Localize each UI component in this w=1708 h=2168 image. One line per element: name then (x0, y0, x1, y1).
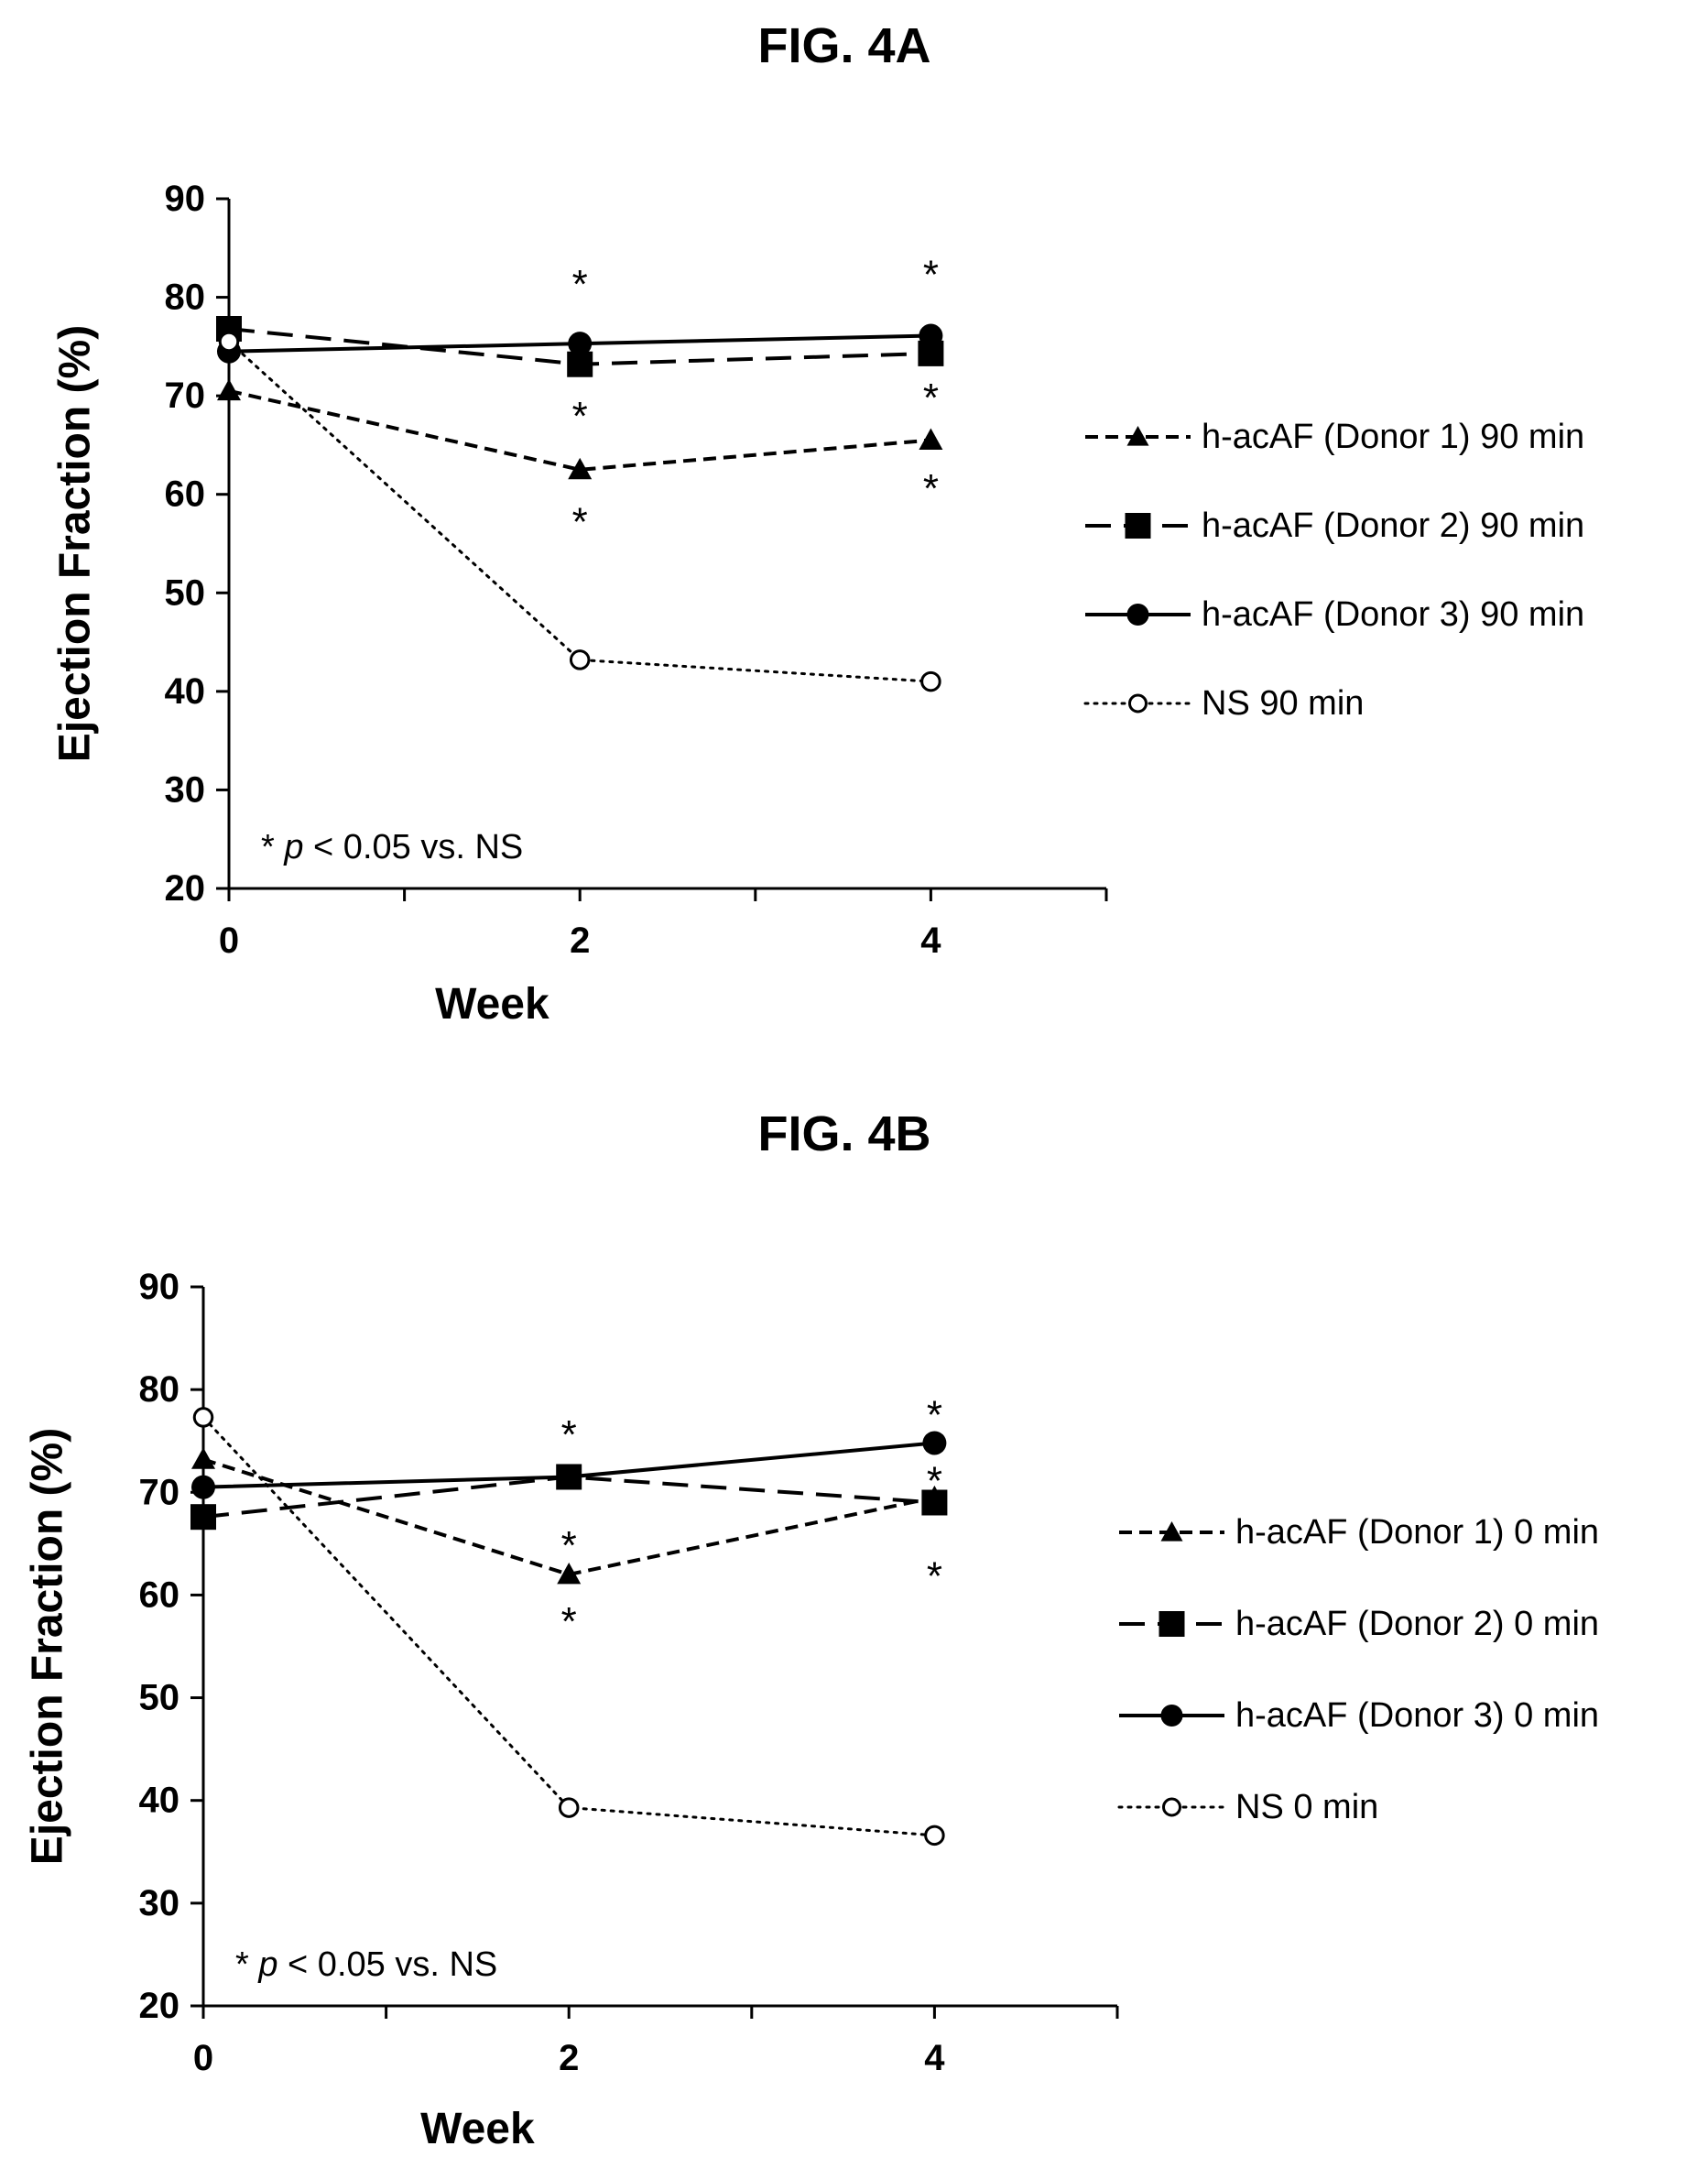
y-tick-label: 20 (165, 868, 206, 909)
significance-note: * p < 0.05 vs. NS (235, 1945, 497, 1984)
note-prefix: * (261, 828, 284, 866)
significance-marker: * (572, 499, 588, 544)
significance-marker: * (927, 1554, 942, 1599)
significance-marker: * (561, 1412, 577, 1457)
significance-marker: * (572, 394, 588, 439)
data-point (569, 649, 591, 670)
significance-marker: * (572, 262, 588, 307)
data-point (567, 351, 593, 377)
data-point (568, 457, 593, 480)
note-suffix: < 0.05 vs. NS (278, 1945, 498, 1984)
data-point (924, 1825, 945, 1847)
y-tick-label: 80 (139, 1369, 180, 1410)
y-tick-label: 50 (165, 572, 206, 613)
x-tick-label: 2 (570, 921, 590, 961)
figure-title: FIG. 4A (757, 18, 930, 73)
significance-marker: * (561, 1523, 577, 1568)
y-tick-label: 90 (139, 1267, 180, 1307)
y-axis-title: Ejection Fraction (%) (24, 1428, 72, 1865)
note-p-value: p (257, 1945, 277, 1984)
y-tick-label: 60 (165, 474, 206, 515)
data-point (217, 378, 241, 401)
chart-panel: FIG. 4A 20 30 40 50 60 70 80 90 0 2 4 Ejection Fract… (51, 18, 1585, 1029)
note-prefix: * (235, 1945, 258, 1984)
x-tick-label: 4 (920, 921, 941, 961)
y-tick-label: 50 (139, 1678, 180, 1718)
x-axis-title: Week (420, 2105, 535, 2153)
legend-swatch-marker (1125, 513, 1151, 539)
y-tick-label: 30 (165, 769, 206, 810)
legend-swatch-marker (1159, 1611, 1185, 1637)
legend-label: h-acAF (Donor 1) 90 min (1202, 418, 1584, 456)
legend-label: h-acAF (Donor 3) 90 min (1202, 595, 1584, 634)
x-tick-label: 0 (219, 921, 239, 961)
y-tick-label: 70 (139, 1472, 180, 1512)
y-tick-label: 30 (139, 1883, 180, 1923)
x-axis-title: Week (435, 980, 549, 1029)
data-point (191, 1475, 215, 1499)
data-point (919, 428, 943, 450)
legend-swatch-marker (1160, 1521, 1183, 1542)
data-point (190, 1504, 216, 1531)
series-line (228, 388, 931, 472)
data-point (568, 332, 593, 356)
y-tick-label: 70 (165, 376, 206, 416)
y-tick-label: 60 (139, 1574, 180, 1615)
data-point (191, 1447, 215, 1469)
data-point (558, 1797, 580, 1818)
y-tick-label: 80 (165, 278, 206, 318)
legend: h-acAF (Donor 1) 0 min h-acAF (Donor 2) 0… (1117, 1513, 1599, 1826)
legend-label: NS 0 min (1235, 1788, 1378, 1826)
legend-label: h-acAF (Donor 3) 0 min (1235, 1696, 1599, 1735)
legend-swatch-marker (1160, 1705, 1183, 1727)
y-tick-label: 40 (165, 671, 206, 712)
data-point (192, 1407, 214, 1428)
legend: h-acAF (Donor 1) 90 min h-acAF (Donor 2) … (1083, 418, 1584, 723)
legend-swatch-marker (1128, 693, 1148, 714)
note-p-value: p (283, 828, 303, 866)
data-point (218, 331, 240, 353)
significance-marker: * (561, 1599, 577, 1644)
data-point (557, 1563, 582, 1585)
legend-label: h-acAF (Donor 1) 0 min (1235, 1513, 1599, 1552)
data-point (922, 1431, 947, 1455)
data-point (921, 1489, 948, 1516)
x-tick-label: 2 (559, 2038, 579, 2078)
significance-marker: * (927, 1458, 942, 1503)
significance-marker: * (927, 1393, 942, 1438)
data-point (557, 1465, 582, 1489)
x-tick-label: 0 (193, 2038, 213, 2078)
significance-marker: * (923, 376, 939, 420)
significance-marker: * (923, 252, 939, 297)
significance-note: * p < 0.05 vs. NS (261, 828, 523, 866)
x-tick-label: 4 (924, 2038, 945, 2078)
note-suffix: < 0.05 vs. NS (304, 828, 524, 866)
y-tick-label: 20 (139, 1986, 180, 2026)
legend-label: h-acAF (Donor 2) 0 min (1235, 1605, 1599, 1643)
chart-panel: FIG. 4B 20 30 40 50 60 70 80 90 0 2 4 Ejection Fract… (24, 1106, 1600, 2153)
y-tick-label: 90 (165, 179, 206, 219)
legend-swatch-marker (1162, 1797, 1181, 1817)
legend-label: NS 90 min (1202, 684, 1364, 723)
figure-title: FIG. 4B (757, 1106, 930, 1161)
legend-label: h-acAF (Donor 2) 90 min (1202, 507, 1584, 545)
data-point (920, 670, 941, 692)
legend-swatch-marker (1126, 604, 1149, 626)
series-line (227, 340, 932, 683)
y-tick-label: 40 (139, 1781, 180, 1821)
legend-swatch-marker (1126, 426, 1149, 446)
data-point (919, 323, 943, 348)
y-axis-title: Ejection Fraction (%) (51, 325, 100, 762)
significance-marker: * (923, 466, 939, 511)
